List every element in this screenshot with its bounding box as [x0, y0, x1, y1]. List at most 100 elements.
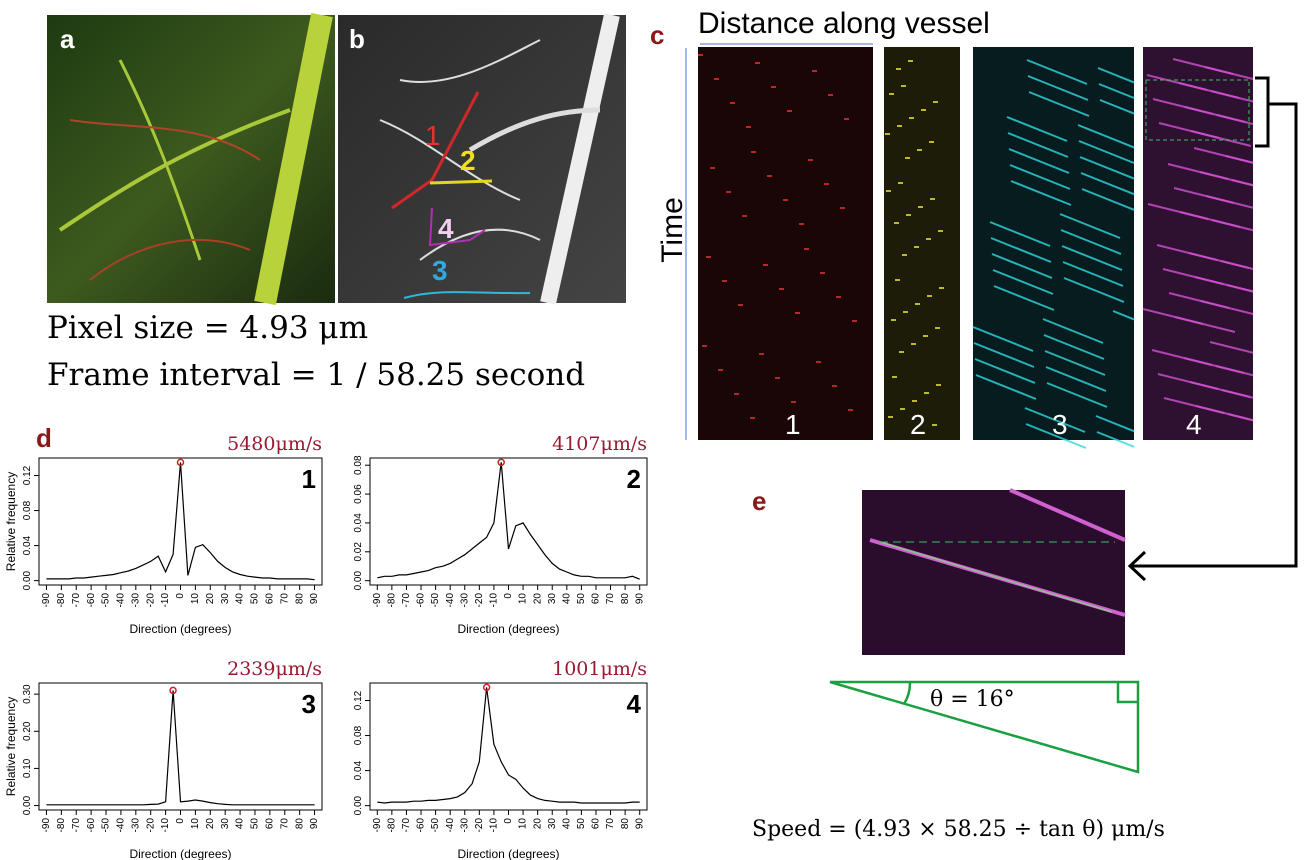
trace-2	[429, 179, 493, 185]
x-tick-label: 20	[532, 818, 543, 830]
x-tick-label: -40	[116, 593, 127, 608]
streak	[1081, 188, 1135, 211]
line	[46, 462, 315, 581]
x-tick-label: -90	[372, 818, 383, 833]
y-tick-label: 0.02	[353, 542, 364, 562]
plot-frame	[369, 457, 648, 586]
speed-formula: Speed = (4.93 × 58.25 ÷ tan θ) μm/s	[752, 817, 1165, 842]
streak	[1063, 277, 1125, 303]
kymo-label: 2	[910, 409, 926, 440]
streak	[1220, 260, 1254, 270]
x-tick-label: 30	[547, 818, 558, 830]
line	[377, 687, 640, 804]
streak	[991, 253, 1053, 279]
x-tick-label: 90	[634, 818, 645, 830]
x-tick-label: 40	[235, 593, 246, 605]
streak	[1112, 310, 1135, 321]
kymo-3	[973, 47, 1134, 440]
streak	[1059, 213, 1121, 239]
streak	[1061, 245, 1123, 271]
x-tick-label: 50	[250, 593, 261, 605]
x-tick-label: 50	[250, 818, 261, 830]
vessels-a	[58, 12, 333, 306]
zoom-box	[1145, 79, 1250, 141]
x-tick-label: -40	[445, 818, 456, 833]
x-tick-label: 60	[265, 593, 276, 605]
x-axis-label: Direction (degrees)	[457, 847, 559, 860]
x-tick-label: 70	[605, 593, 616, 605]
x-tick-label: 70	[605, 818, 616, 830]
streaks	[698, 54, 1254, 449]
x-tick-label: 70	[279, 818, 290, 830]
x-tick-label: 20	[205, 593, 216, 605]
peak-marker	[497, 458, 505, 467]
y-tick-label: 0.30	[22, 684, 33, 704]
x-tick-label: -80	[56, 593, 67, 608]
streak	[1216, 114, 1254, 125]
streak	[992, 269, 1054, 295]
x-tick-label: -90	[372, 593, 383, 608]
y-tick-label: 0.08	[353, 455, 364, 475]
x-tick-label: -10	[489, 593, 500, 608]
x-tick-label: 60	[591, 818, 602, 830]
x-tick-label: -50	[101, 593, 112, 608]
chart-title: 1001μm/s	[552, 658, 647, 680]
x-axis-label: Direction (degrees)	[457, 622, 559, 636]
chart-number: 3	[302, 689, 316, 719]
y-tick-label: 0.20	[22, 721, 33, 741]
x-tick-label: -40	[445, 593, 456, 608]
x-tick-label: -10	[160, 818, 171, 833]
x-tick-label: -50	[430, 593, 441, 608]
x-tick-label: -30	[459, 593, 470, 608]
panel-label: b	[349, 24, 365, 54]
kymo-2	[884, 47, 960, 440]
streak	[1227, 413, 1254, 422]
y-tick-label: 0.00	[353, 795, 364, 815]
streak	[1210, 90, 1254, 103]
streak	[1026, 59, 1088, 85]
fit-line	[879, 541, 1113, 613]
streak	[1204, 66, 1254, 80]
x-tick-label: -20	[145, 593, 156, 608]
vessels-b	[379, 13, 620, 305]
x-tick-label: 80	[294, 818, 305, 830]
streak	[1211, 219, 1254, 232]
x-tick-label: 30	[220, 593, 231, 605]
x-tick-label: 80	[294, 593, 305, 605]
x-tick-label: -40	[116, 818, 127, 833]
streak	[1225, 155, 1254, 164]
x-tick-label: 10	[190, 818, 201, 830]
x-tick-label: -30	[130, 593, 141, 608]
chart-number: 2	[627, 464, 641, 494]
streak	[1028, 91, 1090, 117]
x-tick-label: 0	[503, 818, 514, 824]
y-tick-label: 0.12	[22, 465, 33, 485]
x-tick-label: -90	[41, 818, 52, 833]
image-e	[862, 490, 1125, 655]
streak	[1042, 318, 1104, 344]
x-tick-label: 0	[175, 593, 186, 599]
streak	[1045, 366, 1107, 392]
streak	[974, 358, 1036, 384]
panel-label: d	[36, 423, 52, 453]
vessel-label: 1	[425, 120, 441, 151]
x-tick-label: -70	[71, 818, 82, 833]
panel-label: e	[752, 486, 766, 516]
x-tick-label: -70	[401, 818, 412, 833]
streak	[1024, 407, 1086, 433]
streak	[1079, 156, 1135, 180]
x-tick-label: -10	[489, 818, 500, 833]
connector	[1127, 76, 1298, 582]
x-tick-label: 80	[620, 818, 631, 830]
x-axis-label: Direction (degrees)	[129, 847, 231, 860]
streak	[1027, 75, 1089, 101]
x-tick-label: 20	[205, 818, 216, 830]
y-tick-label: 0.00	[353, 571, 364, 591]
x-tick-label: 20	[532, 593, 543, 605]
trace-4	[428, 207, 486, 247]
streak	[1098, 83, 1135, 99]
streak	[973, 342, 1035, 368]
streak	[1006, 116, 1068, 142]
vessel-label: 3	[432, 255, 448, 286]
x-tick-label: -60	[416, 818, 427, 833]
